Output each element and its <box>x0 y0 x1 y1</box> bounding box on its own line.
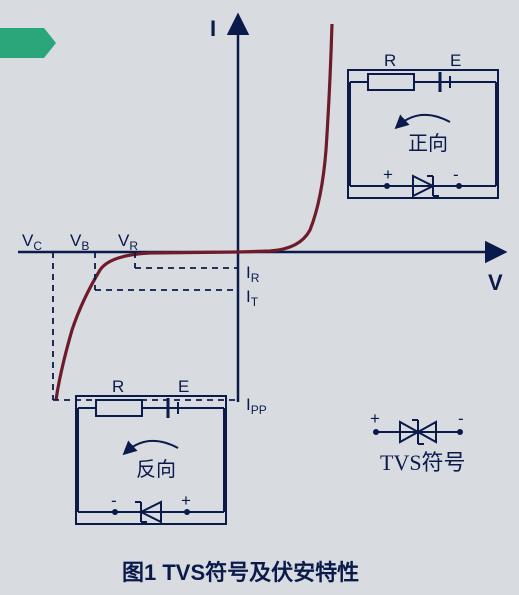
y-axis-label: I <box>210 16 216 41</box>
axes: V I <box>18 16 503 402</box>
v-labels: VC VB VR <box>22 231 138 253</box>
svg-text:IPP: IPP <box>246 395 267 417</box>
i-labels: IR IT IPP <box>246 263 267 417</box>
figure-caption: 图1 TVS符号及伏安特性 <box>122 560 359 585</box>
symbol-label: TVS符号 <box>380 450 466 475</box>
svg-text:-: - <box>453 165 459 184</box>
svg-text:IR: IR <box>246 263 260 285</box>
svg-text:-: - <box>111 491 117 510</box>
guides <box>53 252 238 400</box>
fw-R: R <box>384 51 396 70</box>
curve-forward <box>238 24 332 252</box>
x-axis-label: V <box>488 270 503 295</box>
svg-text:+: + <box>181 491 191 510</box>
page-tab <box>0 28 44 58</box>
forward-circuit: R E + - 正向 <box>348 51 498 198</box>
svg-text:VR: VR <box>118 231 138 253</box>
figure-viewport: V I VC VB VR IR <box>0 0 519 595</box>
fw-E: E <box>450 51 461 70</box>
tvs-symbol: + - TVS符号 <box>370 409 466 475</box>
iv-curve <box>56 24 332 400</box>
svg-text:VC: VC <box>22 231 42 253</box>
svg-text:VB: VB <box>70 231 89 253</box>
diagram-svg: V I VC VB VR IR <box>0 0 519 595</box>
svg-text:+: + <box>370 409 380 428</box>
reverse-circuit: R E - + 反向 <box>76 377 226 524</box>
svg-text:+: + <box>383 165 393 184</box>
svg-text:IT: IT <box>246 287 259 309</box>
svg-text:-: - <box>458 409 464 428</box>
rv-E: E <box>178 377 189 396</box>
fw-label: 正向 <box>408 132 448 155</box>
rv-label: 反向 <box>136 458 176 481</box>
rv-R: R <box>112 377 124 396</box>
curve-reverse <box>56 252 238 400</box>
